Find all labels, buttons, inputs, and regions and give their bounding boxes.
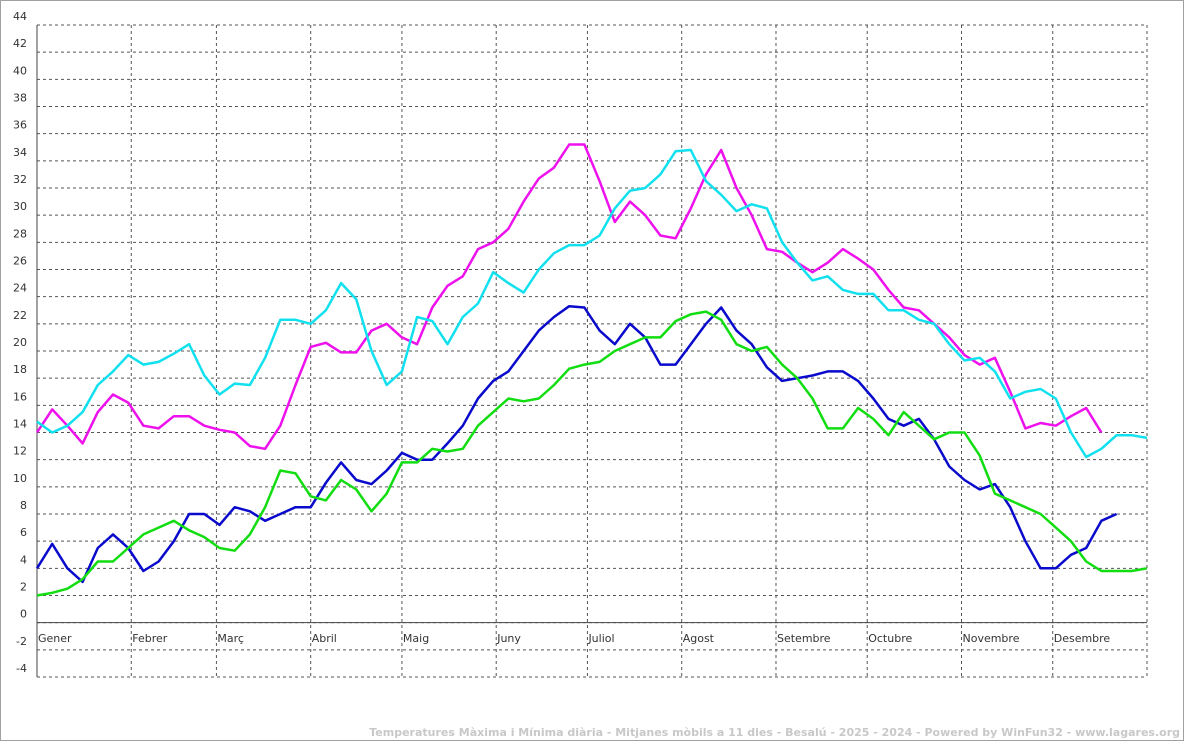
- y-tick-label: 22: [13, 309, 27, 322]
- y-tick-label: 28: [13, 227, 27, 240]
- y-tick-label: -4: [16, 662, 27, 675]
- y-tick-label: 40: [13, 64, 27, 77]
- series-line: [36, 310, 1148, 597]
- series-line: [36, 148, 1148, 459]
- y-tick-label: 36: [13, 119, 27, 132]
- footer: Temperatures Màxima i Mínima diària - Mi…: [369, 726, 1180, 739]
- y-tick-label: 10: [13, 472, 27, 485]
- y-tick-label: 6: [20, 526, 27, 539]
- x-tick-label: Febrer: [132, 632, 168, 645]
- y-tick-label: 44: [13, 10, 27, 23]
- y-tick-label: 18: [13, 363, 27, 376]
- line-layer: [35, 143, 1148, 597]
- x-tick-label: Maig: [403, 632, 429, 645]
- series-line: [35, 143, 1103, 451]
- y-tick-label: -2: [16, 635, 27, 648]
- y-tick-label: 0: [20, 608, 27, 621]
- y-tick-label: 42: [13, 37, 27, 50]
- y-tick-label: 34: [13, 146, 27, 159]
- y-tick-label: 4: [20, 553, 27, 566]
- y-tick-label: 2: [20, 581, 27, 594]
- x-tick-label: Juny: [496, 632, 521, 645]
- x-tick-label: Novembre: [962, 632, 1019, 645]
- y-tick-label: 8: [20, 499, 27, 512]
- x-tick-label: Març: [217, 632, 244, 645]
- x-tick-label: Setembre: [777, 632, 831, 645]
- x-tick-label: Octubre: [868, 632, 912, 645]
- y-tick-label: 24: [13, 282, 27, 295]
- x-tick-label: Gener: [38, 632, 72, 645]
- y-tick-label: 26: [13, 255, 27, 268]
- y-tick-label: 38: [13, 92, 27, 105]
- y-tick-label: 16: [13, 390, 27, 403]
- y-tick-label: 32: [13, 173, 27, 186]
- y-tick-label: 20: [13, 336, 27, 349]
- y-tick-label: 14: [13, 418, 27, 431]
- x-tick-label: Abril: [312, 632, 337, 645]
- y-tick-label: 30: [13, 200, 27, 213]
- series-line: [35, 304, 1118, 584]
- x-tick-label: Juliol: [587, 632, 614, 645]
- x-tick-label: Desembre: [1054, 632, 1111, 645]
- y-tick-label: 12: [13, 445, 27, 458]
- x-tick-label: Agost: [683, 632, 715, 645]
